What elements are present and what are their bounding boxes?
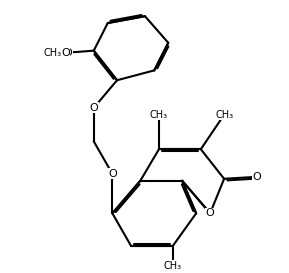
Text: O: O [89, 103, 98, 113]
Text: O: O [252, 172, 261, 182]
Text: O: O [108, 169, 117, 179]
Text: CH₃: CH₃ [150, 110, 168, 120]
Text: CH₃: CH₃ [44, 48, 62, 58]
Text: CH₃: CH₃ [215, 110, 233, 120]
Text: O: O [61, 48, 70, 58]
Text: O: O [63, 48, 72, 58]
Text: O: O [206, 208, 214, 218]
Text: CH₃: CH₃ [164, 260, 182, 271]
